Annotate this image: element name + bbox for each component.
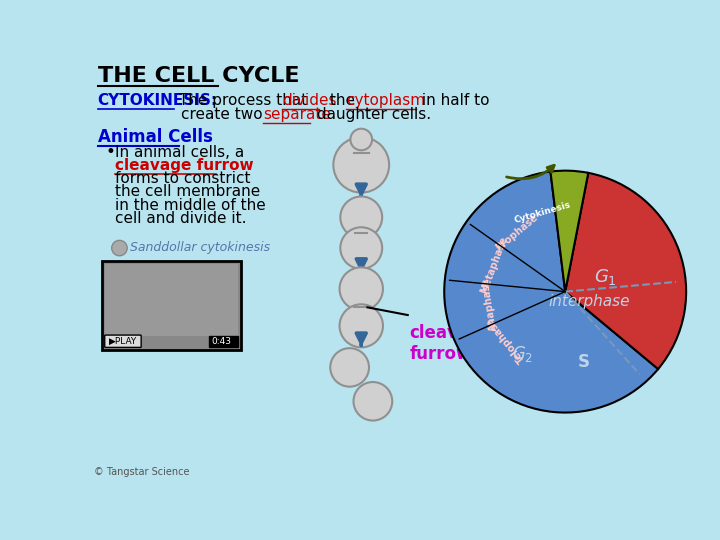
Text: Prophase: Prophase bbox=[493, 213, 539, 253]
Text: Telophase: Telophase bbox=[485, 315, 527, 364]
Text: cytoplasm: cytoplasm bbox=[346, 93, 425, 108]
Circle shape bbox=[341, 227, 382, 269]
Text: daughter cells.: daughter cells. bbox=[312, 107, 431, 122]
Text: in half to: in half to bbox=[417, 93, 490, 108]
Text: •: • bbox=[106, 143, 115, 161]
Text: $G_2$: $G_2$ bbox=[513, 345, 534, 364]
Text: The process that: The process that bbox=[174, 93, 312, 108]
Text: cell and divide it.: cell and divide it. bbox=[114, 211, 246, 226]
Circle shape bbox=[330, 348, 369, 387]
FancyBboxPatch shape bbox=[209, 336, 238, 347]
Circle shape bbox=[340, 267, 383, 310]
Circle shape bbox=[341, 197, 382, 238]
FancyBboxPatch shape bbox=[104, 264, 238, 336]
Text: 0:43: 0:43 bbox=[212, 336, 232, 346]
Text: CYTOKINESIS:: CYTOKINESIS: bbox=[98, 93, 218, 108]
Circle shape bbox=[351, 129, 372, 150]
Text: THE CELL CYCLE: THE CELL CYCLE bbox=[98, 66, 300, 86]
Circle shape bbox=[340, 304, 383, 347]
Wedge shape bbox=[565, 173, 686, 369]
Wedge shape bbox=[551, 171, 588, 292]
Text: the cell membrane: the cell membrane bbox=[114, 185, 260, 199]
Text: Cytokinesis: Cytokinesis bbox=[513, 200, 572, 225]
Text: Sanddollar cytokinesis: Sanddollar cytokinesis bbox=[130, 241, 271, 254]
Text: interphase: interphase bbox=[549, 294, 630, 309]
Text: Anaphase: Anaphase bbox=[481, 276, 499, 332]
Text: ▶PLAY: ▶PLAY bbox=[109, 336, 138, 346]
Text: separate: separate bbox=[263, 107, 330, 122]
Text: S: S bbox=[577, 353, 590, 371]
Text: the: the bbox=[325, 93, 360, 108]
Text: In animal cells, a: In animal cells, a bbox=[114, 145, 244, 160]
Text: © Tangstar Science: © Tangstar Science bbox=[94, 467, 189, 477]
Text: divides: divides bbox=[282, 93, 337, 108]
Circle shape bbox=[333, 137, 389, 193]
Circle shape bbox=[112, 240, 127, 256]
Text: cleavage
furrow: cleavage furrow bbox=[409, 325, 492, 363]
Text: Animal Cells: Animal Cells bbox=[98, 128, 212, 146]
Circle shape bbox=[354, 382, 392, 421]
Text: Metaphase: Metaphase bbox=[479, 235, 509, 295]
Text: create two: create two bbox=[181, 107, 268, 122]
Text: cleavage furrow: cleavage furrow bbox=[114, 158, 253, 173]
Text: in the middle of the: in the middle of the bbox=[114, 198, 266, 213]
FancyBboxPatch shape bbox=[104, 335, 141, 347]
FancyBboxPatch shape bbox=[102, 261, 241, 350]
Text: forms to constrict: forms to constrict bbox=[114, 171, 251, 186]
Wedge shape bbox=[444, 172, 658, 413]
Text: $G_1$: $G_1$ bbox=[594, 267, 616, 287]
